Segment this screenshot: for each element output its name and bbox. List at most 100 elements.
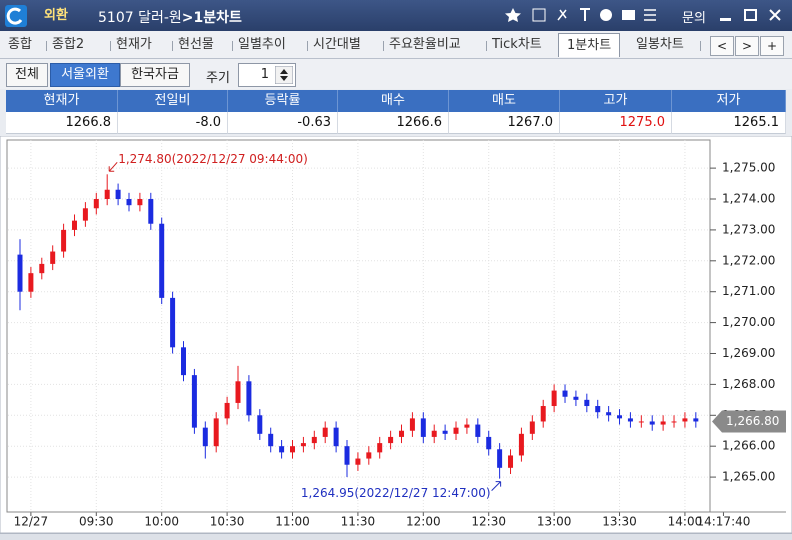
help-icon[interactable]	[600, 9, 612, 21]
column-header: 저가	[672, 90, 786, 112]
quote-value: -0.63	[228, 112, 338, 134]
candle-body	[290, 446, 296, 453]
bottom-strip	[0, 533, 792, 540]
close-button[interactable]	[769, 9, 781, 21]
tab-separator	[232, 41, 233, 51]
tab-separator	[110, 41, 111, 51]
tab[interactable]: 일봉차트	[636, 37, 684, 52]
column-header: 등락률	[228, 90, 338, 112]
market-button[interactable]: 전체	[6, 63, 48, 87]
tab[interactable]: 1분차트	[558, 33, 621, 57]
last-price-label: 1,266.80	[726, 414, 779, 428]
market-button[interactable]: 서울외환	[50, 63, 120, 87]
candle-body	[518, 433, 524, 456]
candle-body	[366, 452, 372, 459]
period-spinner[interactable]: 1	[238, 63, 296, 87]
quote-value: 1275.0	[560, 112, 672, 134]
market-badge: 외환	[44, 8, 68, 23]
candle-body	[104, 189, 110, 200]
favorite-icon[interactable]	[505, 8, 521, 22]
candle-body	[311, 436, 317, 444]
font-icon[interactable]	[580, 8, 590, 21]
candle-body	[181, 347, 186, 376]
minimize-button[interactable]	[720, 18, 731, 21]
screen-name: >1분차트	[181, 10, 242, 26]
candle-body	[584, 399, 590, 407]
candle-body	[682, 418, 688, 422]
x-tick-label: 09:30	[79, 515, 114, 529]
market-button[interactable]: 한국자금	[120, 63, 190, 87]
column-header: 현재가	[6, 90, 118, 112]
candle-body	[649, 421, 655, 425]
candle-body	[28, 273, 34, 292]
x-tick-label: 12:30	[471, 515, 506, 529]
tab-separator	[383, 41, 384, 51]
tab[interactable]: 종합	[8, 37, 32, 52]
tab-bar: 종합 종합2 현재가 현선물 일별추이 시간대별 주요환율비교 Tick차트 1분차트 일봉차트 <…	[0, 31, 792, 59]
x-tick-label: 13:00	[537, 515, 572, 529]
x-tick-label: 13:30	[602, 515, 637, 529]
y-tick-label: 1,274.00	[722, 192, 775, 206]
candle-body	[279, 446, 285, 453]
tab-nav-button[interactable]: >	[735, 36, 759, 56]
spinner-arrows[interactable]	[275, 66, 293, 84]
candle-body	[39, 263, 45, 274]
x-tick-label: 14:17:40	[696, 515, 750, 529]
candle-body	[377, 443, 383, 453]
candle-body	[246, 381, 252, 416]
candle-body	[191, 375, 197, 428]
quote-value: 1267.0	[449, 112, 560, 134]
candle-body	[50, 251, 56, 264]
candle-body	[693, 418, 699, 422]
candle-body	[235, 381, 241, 403]
candle-body	[333, 427, 339, 447]
candle-body	[540, 406, 546, 422]
link-icon[interactable]	[532, 8, 546, 22]
candle-body	[17, 254, 23, 292]
chart: 1,265.001,266.001,267.001,268.001,269.00…	[0, 136, 792, 533]
inquiry-button[interactable]: 문의	[682, 11, 706, 26]
tool-icon[interactable]	[557, 9, 567, 21]
screen-title: 5107 달러-원>1분차트	[98, 7, 242, 27]
candle-body	[420, 418, 426, 437]
last-price-tag	[712, 410, 786, 433]
tab[interactable]: 일별추이	[238, 37, 286, 52]
candle-body	[627, 418, 633, 422]
candle-body	[268, 433, 274, 447]
maximize-button[interactable]	[744, 9, 757, 21]
candle-body	[551, 390, 557, 407]
quote-value: 1266.6	[338, 112, 449, 134]
candle-body	[529, 421, 535, 434]
tab[interactable]: 주요환율비교	[389, 37, 461, 52]
tab[interactable]: 종합2	[52, 37, 85, 52]
title-bar: 외환 5107 달러-원>1분차트 문의	[0, 0, 792, 31]
candle-body	[126, 199, 132, 206]
candle-body	[322, 427, 328, 437]
print-icon[interactable]	[622, 10, 635, 20]
plot-frame	[6, 139, 711, 513]
tab[interactable]: 현선물	[178, 37, 214, 52]
tab[interactable]: 현재가	[116, 37, 152, 52]
candle-body	[224, 402, 230, 419]
y-tick-label: 1,272.00	[722, 253, 775, 267]
tab-nav-button[interactable]: +	[760, 36, 784, 56]
tab-nav-button[interactable]: <	[710, 36, 734, 56]
y-tick-label: 1,269.00	[722, 346, 775, 360]
candle-body	[93, 199, 99, 209]
column-header: 고가	[560, 90, 672, 112]
high-annotation: 1,274.80(2022/12/27 09:44:00)	[118, 152, 308, 166]
column-header: 매수	[338, 90, 449, 112]
tab[interactable]: Tick차트	[492, 37, 542, 52]
tab[interactable]: 시간대별	[313, 37, 361, 52]
x-tick-label: 10:00	[144, 515, 179, 529]
candle-body	[388, 436, 394, 444]
candle-body	[671, 421, 677, 423]
column-header: 전일비	[118, 90, 228, 112]
quote-value: 1266.8	[6, 112, 118, 134]
list-icon[interactable]	[644, 9, 656, 21]
candle-body	[638, 421, 644, 423]
candle-body	[61, 229, 67, 252]
app-icon	[5, 5, 27, 27]
y-tick-label: 1,266.00	[722, 439, 775, 453]
